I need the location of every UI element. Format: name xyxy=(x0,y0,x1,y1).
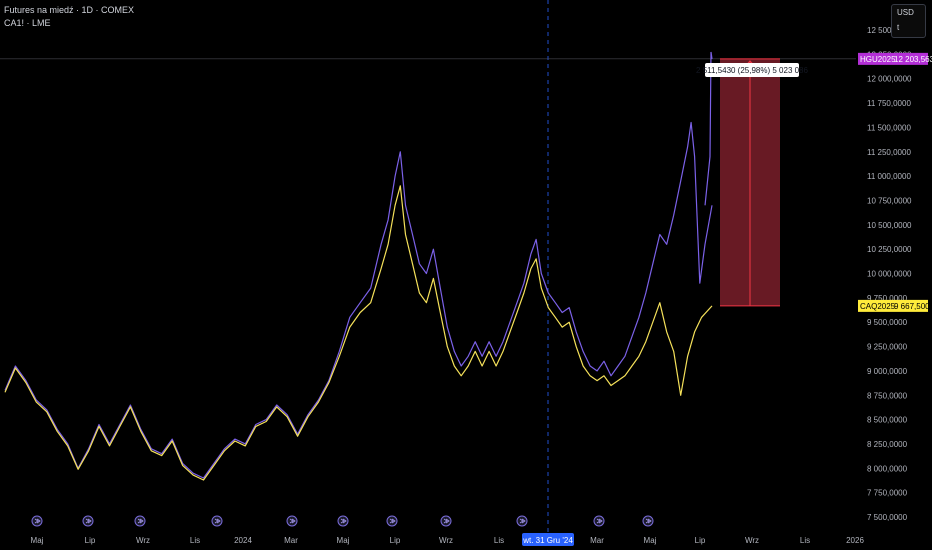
hg-price-tag-name: HGU2025 xyxy=(860,55,896,64)
event-marker-icon xyxy=(593,515,605,527)
event-marker-icon xyxy=(286,515,298,527)
y-tick-label: 9 250,0000 xyxy=(867,343,908,352)
y-tick-label: 7 500,0000 xyxy=(867,513,908,522)
series-line-ca xyxy=(4,185,713,481)
x-tick-label: Maj xyxy=(31,536,44,545)
y-tick-label: 8 500,0000 xyxy=(867,416,908,425)
event-marker-glyph xyxy=(34,518,41,524)
x-tick-label: Wrz xyxy=(439,536,453,545)
event-marker-icon xyxy=(82,515,94,527)
x-tick-label: Lip xyxy=(695,536,706,545)
compare-symbol[interactable]: CA1! · LME xyxy=(4,18,51,28)
x-tick-label: Maj xyxy=(337,536,350,545)
y-tick-label: 11 000,0000 xyxy=(867,172,911,181)
x-tick-label: Lis xyxy=(190,536,200,545)
event-marker-glyph xyxy=(645,518,652,524)
event-marker-glyph xyxy=(340,518,347,524)
chart-legend: Futures na miedź · 1D · COMEX CA1! · LME xyxy=(4,4,134,30)
series-spike-hg xyxy=(704,51,713,206)
y-tick-label: 9 500,0000 xyxy=(867,318,908,327)
y-tick-label: 8 000,0000 xyxy=(867,464,908,473)
y-tick-label: 9 000,0000 xyxy=(867,367,908,376)
x-tick-label: Mar xyxy=(590,536,604,545)
x-tick-label: wt. 31 Gru '24 xyxy=(522,536,573,545)
currency-label: USD xyxy=(897,8,914,17)
y-tick-label: 10 250,0000 xyxy=(867,245,912,254)
hg-price-tag-value: 12 203,5635 xyxy=(894,55,932,64)
y-tick-label: 7 750,0000 xyxy=(867,489,908,498)
series-line-hg xyxy=(4,121,713,479)
y-tick-label: 12 500,0000 xyxy=(867,26,912,35)
x-tick-label: 2026 xyxy=(846,536,864,545)
event-marker-icon xyxy=(440,515,452,527)
y-tick-label: 9 750,0000 xyxy=(867,294,908,303)
x-tick-label: Lis xyxy=(800,536,810,545)
date-highlight xyxy=(522,533,574,546)
y-tick-label: 10 500,0000 xyxy=(867,221,912,230)
ca-price-tag-value: 9 667,5000 xyxy=(894,302,932,311)
event-marker-glyph xyxy=(289,518,296,524)
x-tick-label: Lis xyxy=(494,536,504,545)
x-tick-label: Wrz xyxy=(136,536,150,545)
event-marker-glyph xyxy=(137,518,144,524)
y-tick-label: 11 250,0000 xyxy=(867,148,911,157)
event-marker-glyph xyxy=(519,518,526,524)
y-tick-label: 8 750,0000 xyxy=(867,391,908,400)
x-tick-label: Mar xyxy=(284,536,298,545)
x-tick-label: Maj xyxy=(644,536,657,545)
event-marker-icon xyxy=(516,515,528,527)
event-marker-icon xyxy=(134,515,146,527)
ca-price-tag-box xyxy=(858,299,928,312)
hg-price-tag-box xyxy=(858,52,928,65)
event-marker-glyph xyxy=(389,518,396,524)
x-tick-label: Lip xyxy=(85,536,96,545)
event-marker-icon xyxy=(337,515,349,527)
measure-label: 2 511,5430 (25,98%) 5 023 086 xyxy=(696,66,808,75)
ca-price-tag-name: CAQ2025 xyxy=(860,302,896,311)
y-tick-label: 10 750,0000 xyxy=(867,196,912,205)
event-marker-glyph xyxy=(214,518,221,524)
event-marker-icon xyxy=(211,515,223,527)
event-marker-glyph xyxy=(443,518,450,524)
y-tick-label: 12 000,0000 xyxy=(867,75,912,84)
y-tick-label: 10 000,0000 xyxy=(867,270,912,279)
event-marker-icon xyxy=(642,515,654,527)
scale-units-box[interactable]: USD t xyxy=(891,4,926,38)
event-marker-icon xyxy=(386,515,398,527)
y-tick-label: 11 500,0000 xyxy=(867,123,911,132)
y-tick-label: 8 250,0000 xyxy=(867,440,908,449)
x-tick-label: Wrz xyxy=(745,536,759,545)
event-marker-icon xyxy=(31,515,43,527)
event-marker-glyph xyxy=(596,518,603,524)
symbol-title[interactable]: Futures na miedź · 1D · COMEX xyxy=(4,5,135,15)
y-tick-label: 11 750,0000 xyxy=(867,99,911,108)
x-tick-label: 2024 xyxy=(234,536,252,545)
x-tick-label: Lip xyxy=(390,536,401,545)
event-marker-glyph xyxy=(85,518,92,524)
unit-label: t xyxy=(897,23,900,32)
measure-label-box xyxy=(705,63,799,77)
